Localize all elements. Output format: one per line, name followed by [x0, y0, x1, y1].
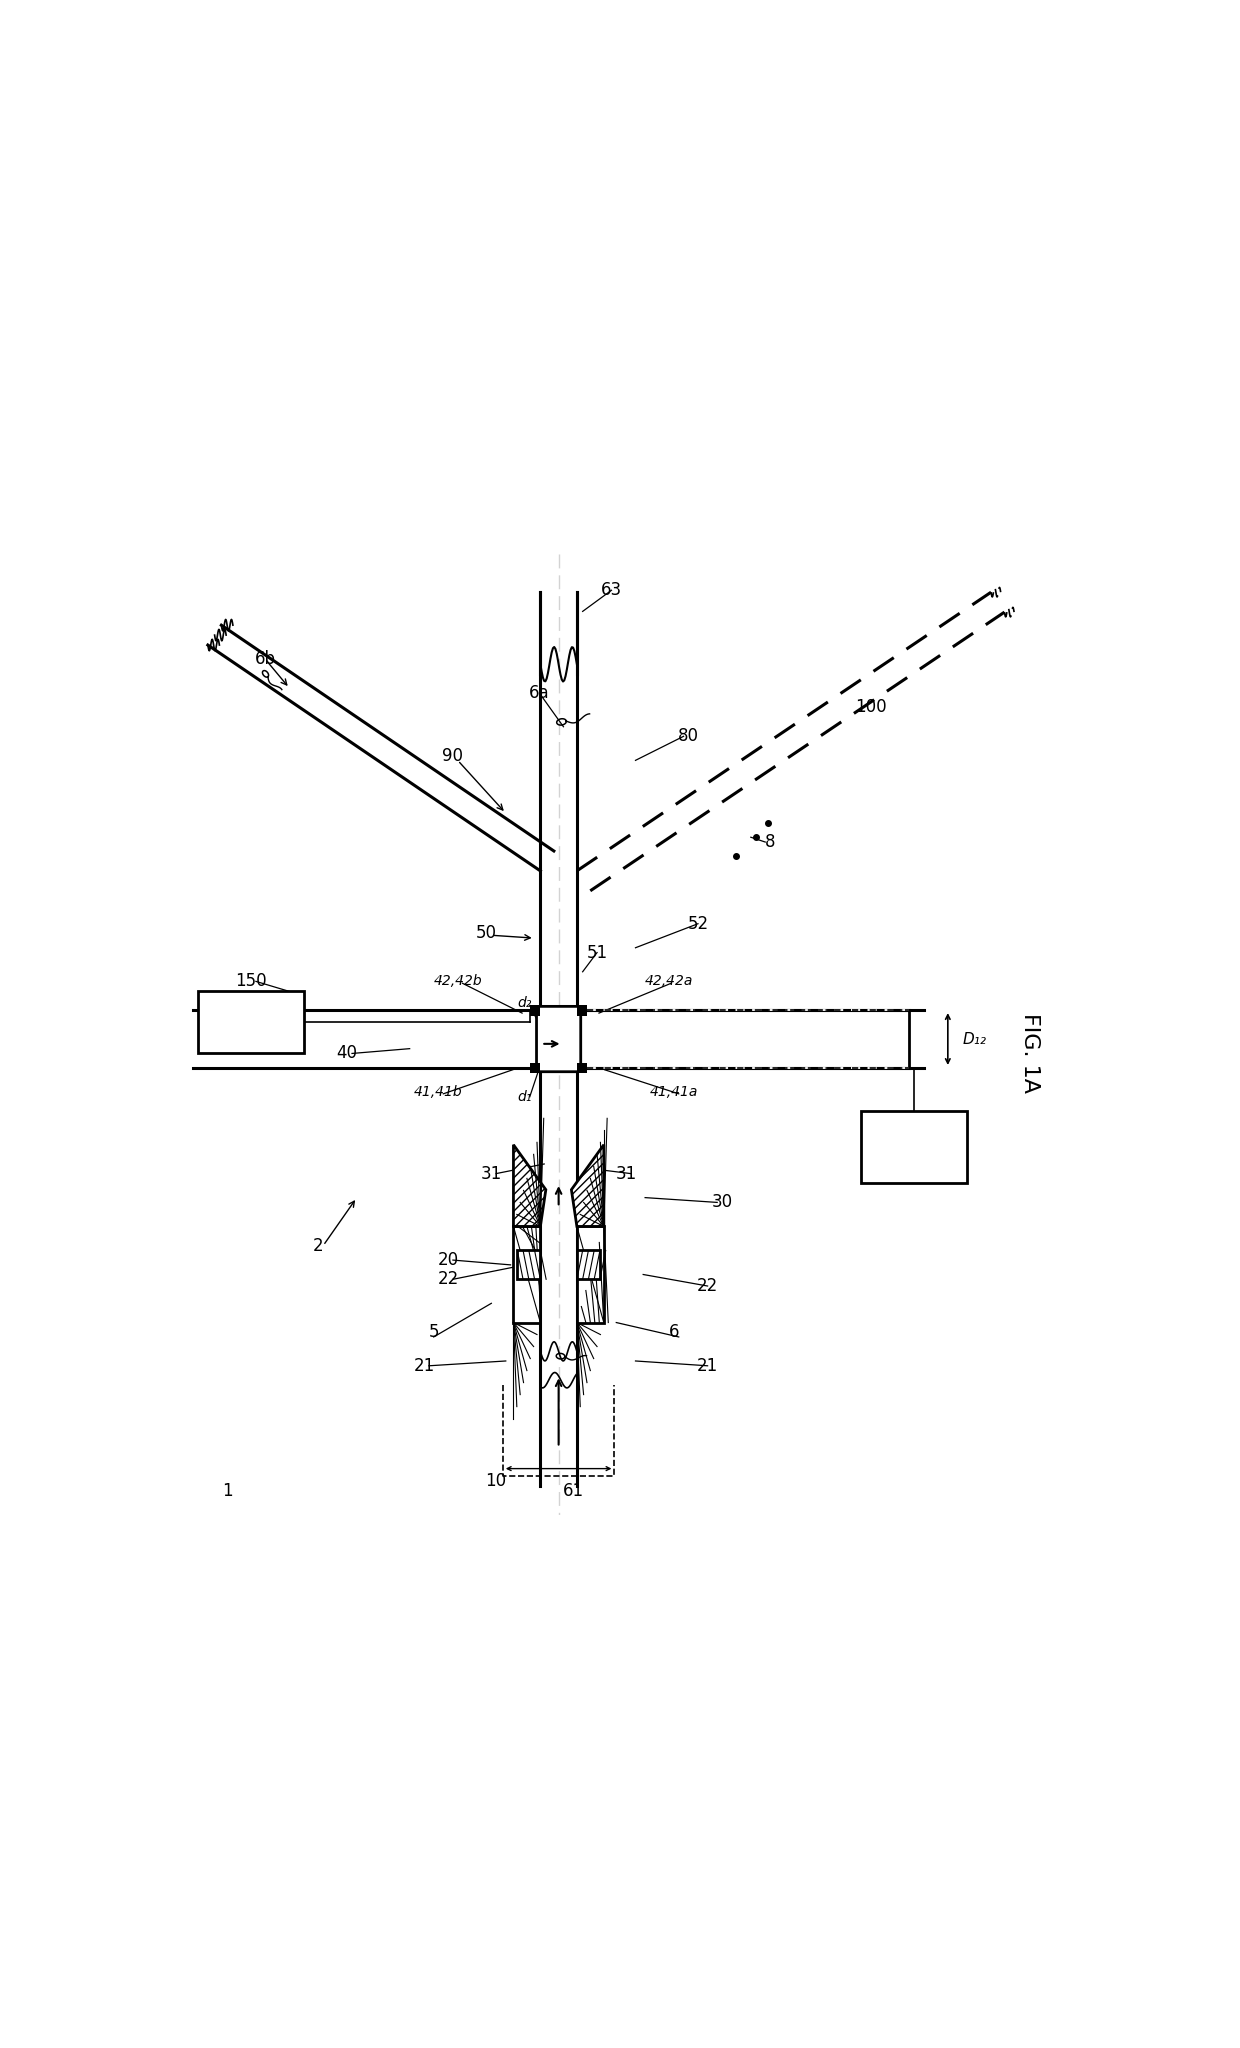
Text: 10: 10: [486, 1473, 507, 1491]
Text: 6b: 6b: [255, 651, 277, 668]
Bar: [198, 991, 304, 1053]
Text: 100: 100: [856, 698, 887, 717]
Text: 50: 50: [476, 924, 497, 942]
Text: 80: 80: [678, 727, 699, 745]
Text: 31: 31: [615, 1165, 636, 1182]
Bar: [577, 1006, 588, 1016]
Polygon shape: [572, 1145, 604, 1227]
Text: 20: 20: [438, 1251, 459, 1270]
Text: 21: 21: [697, 1356, 718, 1374]
Text: 6a: 6a: [529, 684, 549, 702]
Text: 150: 150: [236, 973, 267, 991]
Text: 51: 51: [587, 944, 608, 963]
Polygon shape: [193, 1010, 529, 1067]
Text: 40: 40: [337, 1044, 357, 1063]
Text: 6: 6: [668, 1323, 680, 1341]
Text: 31: 31: [481, 1165, 502, 1182]
Text: 42,42b: 42,42b: [434, 975, 482, 989]
Text: 8: 8: [765, 834, 775, 852]
Text: d₁: d₁: [518, 1090, 532, 1104]
Text: 5: 5: [429, 1323, 439, 1341]
Text: 22: 22: [697, 1278, 718, 1294]
Text: 42,42a: 42,42a: [645, 975, 693, 989]
Text: 41,41b: 41,41b: [414, 1085, 463, 1100]
Text: 1: 1: [222, 1481, 232, 1499]
Bar: [529, 1063, 541, 1073]
Bar: [862, 1112, 967, 1184]
Text: D₁₂: D₁₂: [962, 1032, 987, 1047]
Text: 61: 61: [563, 1481, 584, 1499]
Polygon shape: [513, 1145, 546, 1227]
Bar: [517, 1251, 541, 1280]
Text: d₂: d₂: [518, 997, 532, 1010]
Bar: [513, 1227, 541, 1323]
Text: 140: 140: [898, 1145, 930, 1163]
FancyBboxPatch shape: [537, 1006, 580, 1071]
Text: 90: 90: [443, 748, 464, 764]
Bar: [577, 1063, 588, 1073]
Polygon shape: [588, 1010, 924, 1067]
Text: 21: 21: [413, 1356, 435, 1374]
Text: 2: 2: [312, 1237, 324, 1255]
Text: 22: 22: [438, 1270, 459, 1288]
Text: 63: 63: [601, 582, 622, 600]
Bar: [577, 1227, 604, 1323]
Bar: [577, 1251, 600, 1280]
Text: 30: 30: [712, 1194, 733, 1212]
Text: FIG. 1A: FIG. 1A: [1019, 1014, 1039, 1094]
Bar: [529, 1006, 541, 1016]
Text: 52: 52: [687, 915, 708, 932]
Text: 41,41a: 41,41a: [650, 1085, 698, 1100]
